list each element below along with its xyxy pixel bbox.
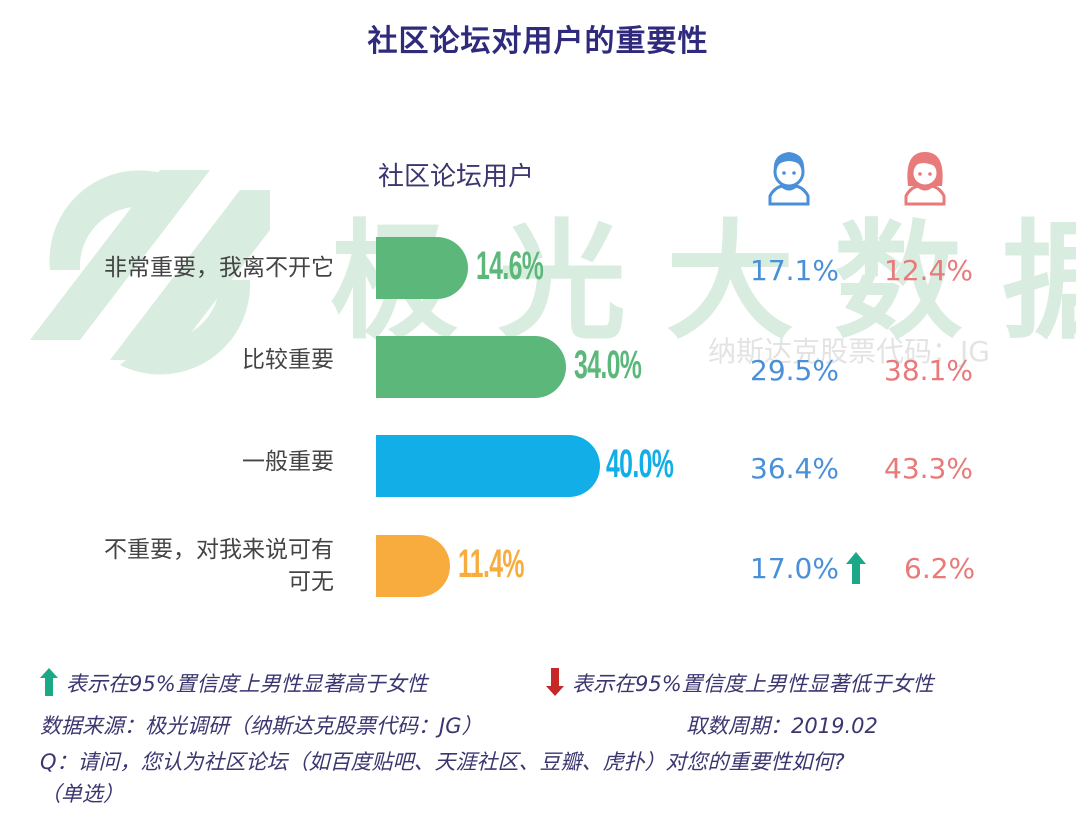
female-user-icon <box>904 152 946 206</box>
bar-value: 11.4% <box>458 542 524 586</box>
bar-very-important <box>376 237 468 299</box>
row-label-very-important: 非常重要，我离不开它 <box>104 255 334 281</box>
row-label-line1: 不重要，对我来说可有 <box>104 537 334 563</box>
group-label: 社区论坛用户 <box>378 162 535 192</box>
bar-important <box>376 336 566 398</box>
data-source: 数据来源：极光调研（纳斯达克股票代码：JG） <box>40 714 483 738</box>
bar-moderately-important <box>376 435 600 497</box>
legend-down: 表示在95%置信度上男性显著低于女性 <box>572 672 934 696</box>
bar-value: 34.0% <box>574 343 642 387</box>
male-value: 17.1% <box>750 254 839 287</box>
watermark-logo-icon <box>30 170 270 375</box>
male-user-icon <box>768 152 810 206</box>
row-label-moderately-important: 一般重要 <box>242 449 334 475</box>
male-value: 36.4% <box>750 452 839 485</box>
female-value: 43.3% <box>884 452 973 485</box>
survey-question-note: （单选） <box>40 782 124 806</box>
bar-value: 14.6% <box>476 244 544 288</box>
row-label-line2: 可无 <box>288 569 334 595</box>
row-label-not-important: 不重要，对我来说可有 可无 <box>104 534 334 598</box>
row-label-important: 比较重要 <box>242 347 334 373</box>
watermark-subtext: 纳斯达克股票代码：JG <box>708 335 990 368</box>
male-value: 17.0% <box>750 552 839 585</box>
down-arrow-icon <box>546 668 564 696</box>
bar-not-important <box>376 535 450 597</box>
bar-value: 40.0% <box>606 442 674 486</box>
chart-title: 社区论坛对用户的重要性 <box>367 24 709 59</box>
up-arrow-icon <box>40 668 58 696</box>
up-arrow-icon <box>846 552 866 584</box>
legend-up: 表示在95%置信度上男性显著高于女性 <box>66 672 428 696</box>
data-period: 取数周期：2019.02 <box>686 714 878 738</box>
female-value: 6.2% <box>904 552 976 585</box>
female-value: 38.1% <box>884 354 973 387</box>
survey-question: Q：请问，您认为社区论坛（如百度贴吧、天涯社区、豆瓣、虎扑）对您的重要性如何? <box>40 750 845 774</box>
female-value: 12.4% <box>884 254 973 287</box>
male-value: 29.5% <box>750 354 839 387</box>
